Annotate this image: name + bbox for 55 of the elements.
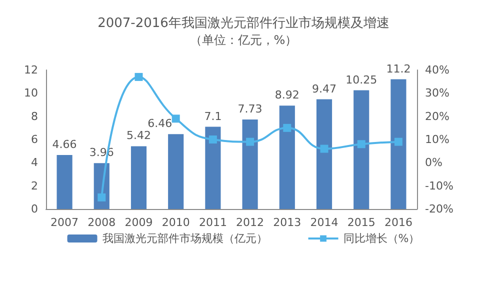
point [172, 114, 180, 123]
point [208, 136, 217, 144]
chart-subtitle: （单位：亿元，%） [190, 33, 298, 47]
bar [354, 90, 370, 209]
x-tick-label: 2011 [198, 216, 227, 229]
point [320, 144, 328, 153]
point [357, 140, 366, 148]
data-label: 8.92 [274, 88, 300, 102]
x-tick-label: 2012 [236, 216, 264, 229]
bar [130, 146, 147, 209]
y-tick-label: 2 [31, 179, 38, 192]
data-label: 11.2 [386, 62, 411, 76]
bar [205, 126, 221, 209]
point [246, 138, 254, 146]
x-tick-label: 2007 [50, 216, 79, 229]
bar [316, 99, 332, 209]
x-tick-label: 2009 [124, 216, 153, 229]
data-label: 7.73 [238, 102, 262, 116]
y2-tick-label: -10% [425, 179, 454, 192]
legend-label: 同比增长（%） [343, 232, 420, 245]
point [98, 193, 106, 202]
data-label: 10.25 [346, 73, 378, 86]
y2-tick-label: 30% [425, 86, 450, 100]
y2-tick-label: 20% [425, 110, 450, 123]
y-tick-label: 12 [24, 64, 38, 76]
x-tick-label: 2016 [384, 216, 412, 229]
y2-tick-label: 0% [425, 156, 442, 170]
y-tick-label: 4 [31, 156, 38, 170]
y-tick-label: 6 [31, 133, 38, 146]
y-tick-label: 10 [24, 86, 38, 100]
data-label: 6.46 [148, 117, 172, 130]
y-tick-label: 0 [31, 202, 38, 216]
y2-tick-label: 40% [425, 64, 450, 76]
x-tick-label: 2015 [347, 216, 376, 229]
x-tick-label: 2008 [88, 216, 116, 229]
bar [390, 79, 406, 209]
point [134, 72, 143, 81]
bar [168, 134, 184, 209]
bar [279, 106, 295, 209]
legend-label: 我国激光元部件市场规模（亿元） [102, 232, 268, 245]
bar [56, 155, 72, 209]
point [394, 138, 402, 146]
bar [242, 119, 258, 209]
x-tick-label: 2013 [273, 216, 302, 229]
chart-title: 2007-2016年我国激光元部件行业市场规模及增速 [98, 16, 390, 31]
x-tick-label: 2010 [162, 216, 190, 229]
data-label: 7.1 [204, 110, 222, 123]
data-label: 4.66 [52, 138, 77, 152]
point [283, 124, 292, 132]
y-tick-label: 8 [31, 110, 38, 123]
y2-tick-label: -20% [425, 202, 454, 216]
data-label: 5.42 [126, 129, 151, 142]
data-label: 9.47 [312, 82, 336, 96]
y2-tick-label: 10% [425, 133, 450, 146]
x-tick-label: 2014 [310, 216, 338, 229]
